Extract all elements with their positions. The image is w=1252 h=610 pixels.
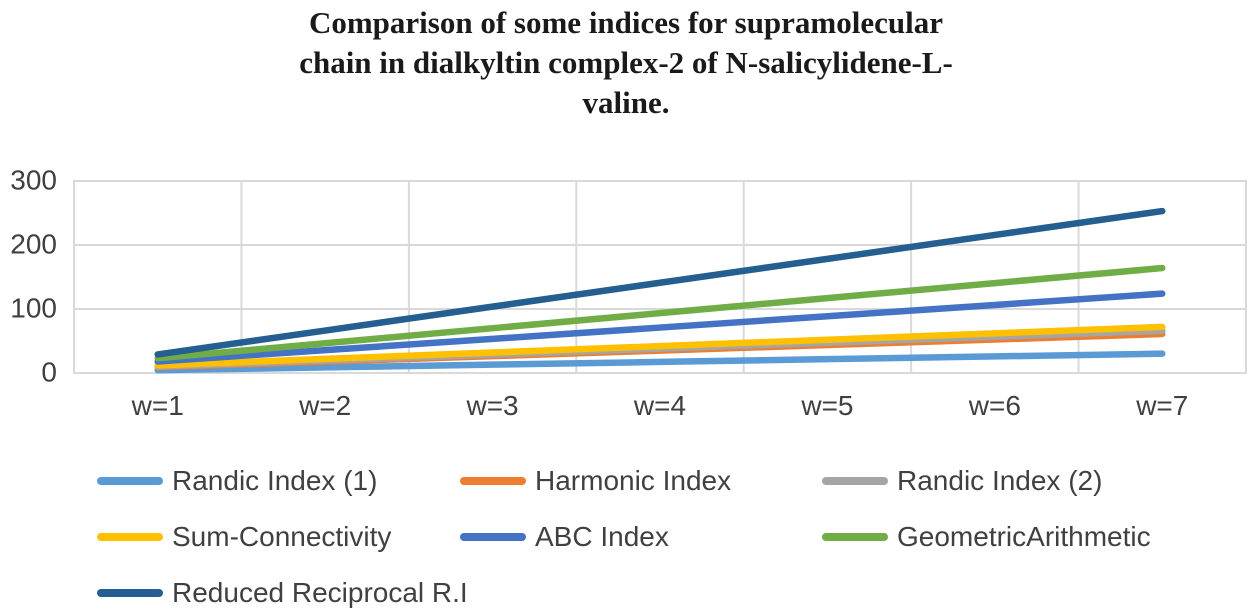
x-tick-label: w=7 (1136, 390, 1189, 421)
chart-title: Comparison of some indices for supramole… (0, 3, 1252, 123)
legend-item: GeometricArithmetic (822, 521, 1151, 553)
legend-item: Sum-Connectivity (97, 521, 391, 553)
legend-label: ABC Index (535, 521, 669, 552)
series-line (154, 350, 1166, 374)
legend-swatch (822, 477, 888, 485)
x-tick-label: w=5 (801, 390, 854, 421)
series-line (154, 207, 1166, 358)
chart-title-line-3: valine. (582, 85, 670, 120)
x-tick-label: w=6 (968, 390, 1021, 421)
y-tick-label: 0 (41, 356, 57, 388)
legend-swatch (97, 533, 163, 541)
legend-swatch (97, 477, 163, 485)
x-tick-label: w=3 (466, 390, 519, 421)
legend-swatch (460, 533, 526, 541)
legend-item: Harmonic Index (460, 465, 731, 497)
y-tick-label: 100 (10, 292, 57, 324)
chart-title-line-2: chain in dialkyltin complex-2 of N-salic… (299, 45, 953, 80)
legend-label: GeometricArithmetic (897, 521, 1151, 552)
series-line (154, 323, 1166, 369)
series-line (154, 290, 1166, 365)
x-tick-label: w=2 (299, 390, 352, 421)
y-tick-label: 200 (10, 228, 57, 260)
legend-item: Randic Index (1) (97, 465, 377, 497)
y-tick-label: 300 (10, 164, 57, 196)
legend-label: Sum-Connectivity (172, 521, 392, 552)
legend-swatch (460, 477, 526, 485)
x-tick-label: w=1 (131, 390, 184, 421)
legend-item: ABC Index (460, 521, 669, 553)
legend-label: Randic Index (2) (897, 465, 1103, 496)
chart-title-line-1: Comparison of some indices for supramole… (308, 5, 944, 40)
legend-label: Harmonic Index (535, 465, 732, 496)
x-tick-label: w=4 (633, 390, 687, 421)
legend-swatch (822, 533, 888, 541)
legend-label: Randic Index (1) (172, 465, 378, 496)
legend-label: Reduced Reciprocal R.I (172, 577, 468, 608)
legend-item: Reduced Reciprocal R.I (97, 577, 468, 609)
legend-item: Randic Index (2) (822, 465, 1102, 497)
series-line (154, 264, 1166, 362)
plot-border (73, 180, 1247, 374)
legend-swatch (97, 589, 163, 597)
